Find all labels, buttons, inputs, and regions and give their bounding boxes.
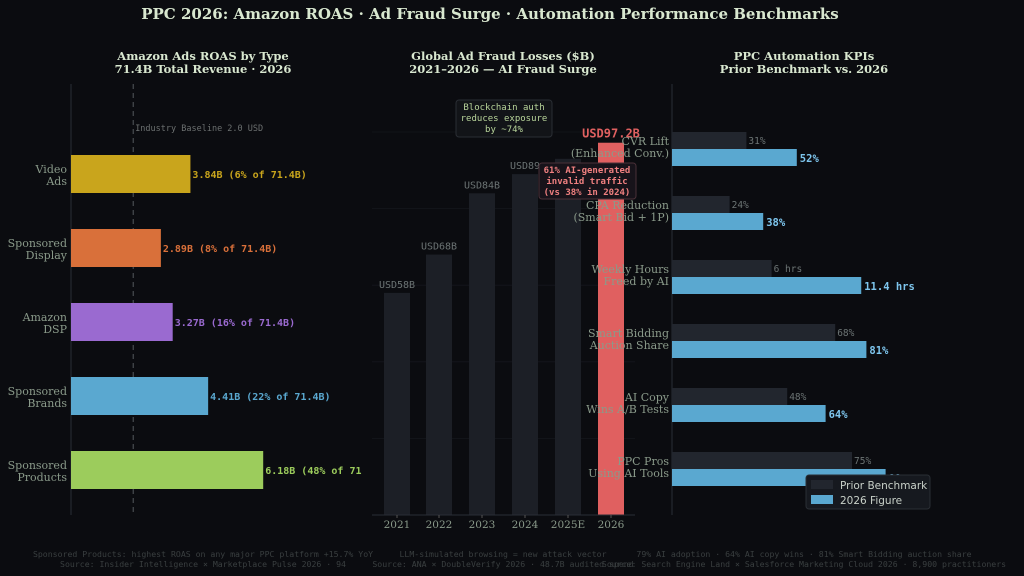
kpi-panel: PPC Automation KPIs Prior Benchmark vs. …: [571, 49, 931, 515]
footer-note-roas: Sponsored Products: highest ROAS on any …: [33, 549, 373, 559]
fraud-tick-label: 2023: [469, 519, 496, 531]
fraud-data-label: USD89: [510, 161, 540, 172]
fraud-tick-label: 2026: [598, 519, 625, 531]
roas-data-label: 2.89B (8% of 71.4B): [163, 244, 277, 255]
fraud-tick-label: 2024: [512, 519, 539, 531]
kpi-label-prior: 68%: [837, 328, 854, 339]
kpi-label-prior: 48%: [789, 392, 806, 403]
annotation-text: 61% AI-generated invalid traffic (vs 38% i…: [544, 166, 631, 198]
fraud-annotation-blockchain: Blockchain auth reduces exposure by ~74%: [455, 99, 553, 138]
kpi-category-label: Weekly Hours Freed by AI: [591, 263, 669, 288]
fraud-data-label: USD84B: [464, 180, 500, 191]
footer-note-fraud: LLM-simulated browsing = new attack vect…: [399, 549, 606, 559]
annotation-text: Blockchain auth reduces exposure by ~74%: [461, 103, 548, 135]
kpi-bar-prior: [672, 452, 852, 469]
roas-bar: [71, 451, 264, 489]
fraud-title: Global Ad Fraud Losses ($B): [411, 49, 595, 63]
kpi-label-current: 64%: [829, 409, 849, 421]
kpi-bar-prior: [672, 132, 747, 149]
kpi-bar-prior: [672, 260, 772, 277]
kpi-label-prior: 31%: [748, 136, 765, 147]
roas-category-label: Amazon DSP: [22, 311, 68, 336]
kpi-bar-current: [672, 277, 862, 294]
kpi-label-current: 81%: [869, 345, 889, 357]
main-title: PPC 2026: Amazon ROAS · Ad Fraud Surge ·…: [141, 5, 839, 23]
fraud-tick-label: 2021: [384, 519, 411, 531]
kpi-category-label: CVR Lift (Enhanced Conv.): [571, 135, 670, 160]
roas-bar: [71, 155, 191, 193]
fraud-subtitle: 2021–2026 — AI Fraud Surge: [409, 62, 597, 76]
roas-data-label: 6.18B (48% of 71: [265, 466, 361, 477]
fraud-panel: Global Ad Fraud Losses ($B) 2021–2026 — …: [372, 49, 640, 531]
roas-title: Amazon Ads ROAS by Type: [116, 49, 288, 63]
kpi-title: PPC Automation KPIs: [734, 49, 875, 63]
annotation-box: [455, 99, 553, 138]
kpi-label-current: 52%: [800, 153, 820, 165]
footer-note-kpi: 79% AI adoption · 64% AI copy wins · 81%…: [636, 549, 971, 559]
fraud-data-label: USD58B: [379, 280, 415, 291]
roas-panel: Amazon Ads ROAS by Type 71.4B Total Reve…: [8, 49, 362, 515]
legend-label-prior: Prior Benchmark: [840, 480, 928, 492]
footer-source-roas: Source: Insider Intelligence × Marketpla…: [60, 559, 346, 569]
fraud-annotation-ai-traffic: 61% AI-generated invalid traffic (vs 38% i…: [538, 162, 637, 200]
kpi-bar-prior: [672, 388, 788, 405]
footer: Sponsored Products: highest ROAS on any …: [33, 549, 1006, 569]
kpi-label-current: 38%: [766, 217, 786, 229]
kpi-bar-current: [672, 213, 764, 230]
fraud-bar: [469, 193, 495, 515]
kpi-category-label: Smart Bidding Auction Share: [588, 327, 669, 352]
kpi-label-prior: 75%: [854, 456, 871, 467]
kpi-category-label: AI Copy Wins A/B Tests: [586, 391, 670, 416]
kpi-label-current: 11.4 hrs: [864, 281, 915, 293]
fraud-data-label: USD68B: [421, 242, 457, 253]
roas-category-label: Video Ads: [35, 163, 68, 188]
fraud-bar: [555, 158, 581, 515]
annotation-box: [538, 162, 637, 200]
roas-data-label: 4.41B (22% of 71.4B): [210, 392, 330, 403]
kpi-label-prior: 6 hrs: [774, 264, 803, 275]
roas-category-label: Sponsored Products: [8, 459, 68, 484]
roas-category-label: Sponsored Brands: [8, 385, 68, 410]
roas-data-label: 3.27B (16% of 71.4B): [175, 318, 295, 329]
legend-label-current: 2026 Figure: [840, 495, 902, 507]
fraud-bar: [598, 142, 624, 515]
kpi-label-prior: 24%: [732, 200, 749, 211]
kpi-subtitle: Prior Benchmark vs. 2026: [720, 62, 888, 76]
roas-subtitle: 71.4B Total Revenue · 2026: [115, 62, 292, 76]
footer-source-kpi: Source: Search Engine Land × Salesforce …: [602, 559, 1006, 569]
kpi-bar-current: [672, 405, 826, 422]
kpi-bar-prior: [672, 324, 836, 341]
kpi-category-label: CPA Reduction (Smart Bid + 1P): [573, 199, 669, 224]
footer-source-fraud: Source: ANA × DoubleVerify 2026 · 48.7B …: [372, 559, 633, 569]
roas-category-label: Sponsored Display: [8, 237, 68, 262]
legend-swatch-prior: [811, 480, 833, 489]
roas-data-label: 3.84B (6% of 71.4B): [192, 170, 306, 181]
kpi-legend: Prior Benchmark 2026 Figure: [805, 474, 931, 510]
roas-bar: [71, 377, 209, 415]
kpi-bar-current: [672, 149, 797, 166]
roas-bar: [71, 303, 173, 341]
fraud-data-label: USD97.2B: [582, 127, 640, 141]
fraud-bar: [512, 174, 538, 515]
kpi-category-label: PPC Pros Using AI Tools: [588, 455, 669, 480]
kpi-bar-current: [672, 341, 867, 358]
roas-bar: [71, 229, 161, 267]
legend-swatch-current: [811, 495, 833, 504]
legend-box: [805, 474, 931, 510]
baseline-label: Industry Baseline 2.0 USD: [135, 124, 263, 134]
kpi-bar-prior: [672, 196, 730, 213]
fraud-tick-label: 2022: [426, 519, 453, 531]
fraud-bar: [426, 254, 452, 515]
fraud-tick-label: 2025E: [551, 519, 585, 531]
fraud-bar: [384, 292, 410, 515]
